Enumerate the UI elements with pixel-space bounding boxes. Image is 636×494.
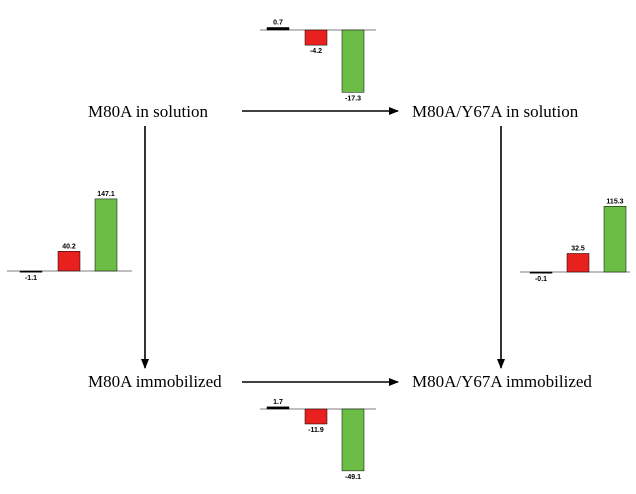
bar-chart-right: -0.1 32.5 115.3 — [520, 198, 630, 283]
bar-value-label: -0.1 — [535, 276, 547, 283]
bar-chart-bottom: 1.7 -11.9 -49.1 — [260, 399, 376, 481]
bar-value-label: 40.2 — [62, 243, 76, 250]
chart-bar — [566, 253, 590, 273]
bar-value-label: 0.7 — [273, 19, 283, 26]
chart-bar — [529, 271, 553, 274]
bar-value-label: 115.3 — [606, 198, 623, 205]
chart-bar — [266, 406, 290, 410]
chart-bar — [341, 29, 365, 93]
bar-value-label: -17.3 — [345, 95, 361, 102]
bar-chart-left: -1.1 40.2 147.1 — [7, 191, 132, 282]
chart-bar — [266, 27, 290, 31]
chart-bar — [19, 270, 43, 273]
chart-bar — [603, 206, 627, 273]
bar-value-label: -11.9 — [308, 427, 324, 434]
chart-bar — [304, 408, 328, 425]
node-bottom-right: M80A/Y67A immobilized — [412, 372, 592, 391]
chart-bar — [341, 408, 365, 472]
bar-value-label: 32.5 — [571, 245, 585, 252]
chart-bar — [304, 29, 328, 46]
chart-bar — [94, 198, 118, 272]
bar-value-label: 147.1 — [97, 191, 115, 198]
bar-value-label: -4.2 — [310, 48, 322, 55]
node-top-left: M80A in solution — [88, 102, 208, 121]
bar-value-label: -1.1 — [25, 275, 37, 282]
bar-chart-top: 0.7 -4.2 -17.3 — [260, 19, 376, 102]
bar-value-label: -49.1 — [345, 474, 361, 481]
node-bottom-left: M80A immobilized — [88, 372, 222, 391]
bar-value-label: 1.7 — [273, 399, 283, 406]
chart-bar — [57, 251, 81, 272]
node-top-right: M80A/Y67A in solution — [412, 102, 579, 121]
